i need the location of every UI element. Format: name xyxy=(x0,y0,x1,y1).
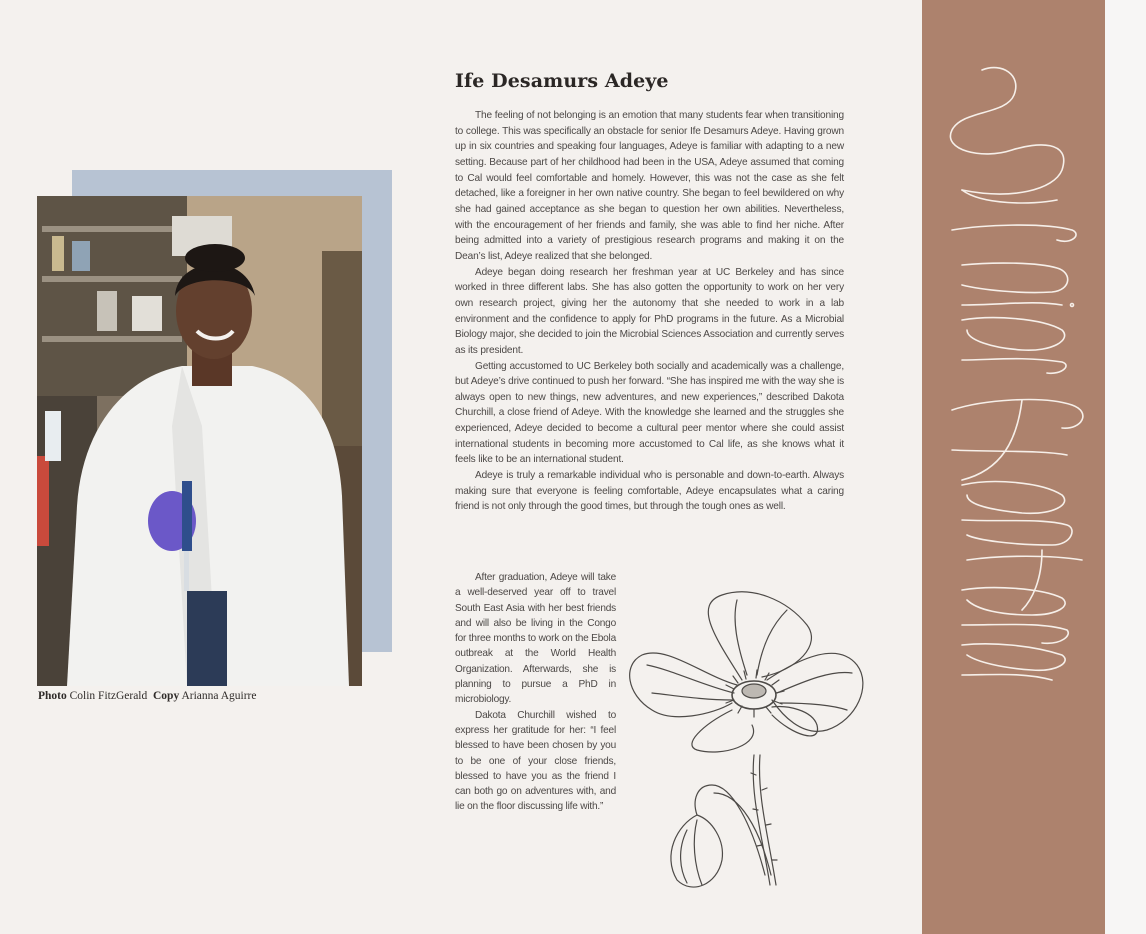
article-paragraph: Getting accustomed to UC Berkeley both s… xyxy=(455,360,844,466)
photographer-name: Colin FitzGerald xyxy=(69,690,148,702)
section-title-script xyxy=(949,66,1084,681)
photo-credit-label: Photo xyxy=(38,690,67,702)
page-edge xyxy=(1105,0,1146,934)
article-body: The feeling of not belonging is an emoti… xyxy=(455,108,844,515)
writer-name: Arianna Aguirre xyxy=(181,690,257,702)
article-paragraph: Adeye is truly a remarkable individual w… xyxy=(455,470,844,513)
portrait-photo xyxy=(37,196,362,686)
poppy-illustration xyxy=(622,585,872,910)
article-title: Ife Desamurs Adeye xyxy=(455,70,669,92)
photo-credit: Photo Colin FitzGerald Copy Arianna Agui… xyxy=(38,690,257,702)
article-body-narrow: After graduation, Adeye will take a well… xyxy=(455,570,616,815)
article-paragraph: After graduation, Adeye will take a well… xyxy=(455,572,616,706)
article-paragraph: Adeye began doing research her freshman … xyxy=(455,266,844,356)
section-band xyxy=(922,0,1105,934)
article-paragraph: Dakota Churchill wished to express her g… xyxy=(455,709,616,813)
copy-credit-label: Copy xyxy=(153,690,180,702)
article-paragraph: The feeling of not belonging is an emoti… xyxy=(455,110,844,262)
